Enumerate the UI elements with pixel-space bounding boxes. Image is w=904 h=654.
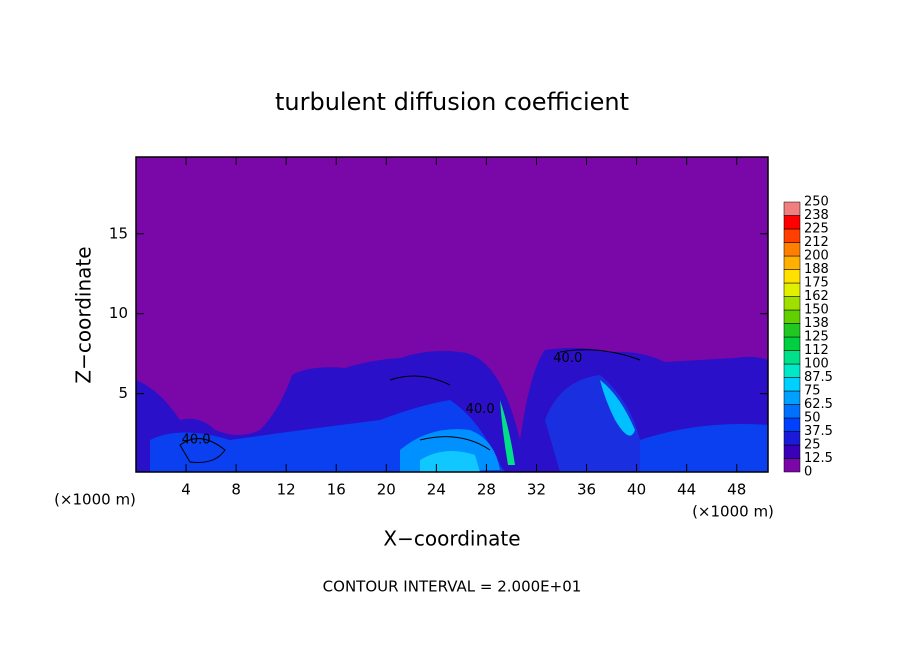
x-tick-label: 32 [527,481,546,499]
colorbar-label: 0 [804,465,812,480]
chart-title: turbulent diffusion coefficient [275,88,629,116]
footnote: CONTOUR INTERVAL = 2.000E+01 [323,578,582,596]
field-region [500,400,515,465]
colorbar-label: 225 [804,222,829,237]
colorbar-label: 125 [804,330,829,345]
colorbar-label: 50 [804,411,821,426]
colorbar-box [783,444,801,459]
x-tick-label: 4 [181,481,191,499]
colorbar-box [783,201,801,216]
colorbar-box [783,269,801,284]
colorbar-box [783,228,801,243]
contour-label: 40.0 [553,351,582,366]
colorbar-box [783,296,801,311]
x-tick-label: 40 [627,481,646,499]
x-tick-label: 12 [277,481,296,499]
colorbar-label: 175 [804,276,829,291]
x-axis-label: X−coordinate [383,527,520,551]
x-unit: (×1000 m) [692,503,774,521]
contour-label: 40.0 [466,402,495,417]
field [136,157,768,472]
field-region [420,451,480,472]
colorbar-label: 100 [804,357,829,372]
y-tick-label: 10 [109,304,128,322]
colorbar-label: 162 [804,289,829,304]
field-region [600,380,635,436]
colorbar-box [783,336,801,351]
x-tick-label: 20 [377,481,396,499]
colorbar-box [783,282,801,297]
x-tick-label: 24 [427,481,446,499]
x-tick-label: 44 [677,481,696,499]
colorbar-box [783,431,801,446]
contour-line [389,349,641,451]
y-tick-label: 15 [109,224,128,242]
plot-frame [135,156,769,473]
colorbar-box [783,458,801,473]
colorbar-box [783,309,801,324]
y-unit: (×1000 m) [54,491,136,509]
colorbar-label: 150 [804,303,829,318]
x-tick-label: 16 [327,481,346,499]
colorbar-label: 112 [804,343,829,358]
colorbar-box [783,363,801,378]
colorbar-box [783,255,801,270]
colorbar-label: 62.5 [804,397,833,412]
field-region [640,424,768,472]
colorbar-label: 250 [804,195,829,210]
contour-label: 40.0 [182,433,211,448]
colorbar-label: 87.5 [804,370,833,385]
y-tick-label: 5 [118,384,128,402]
colorbar-box [783,390,801,405]
colorbar-label: 138 [804,316,829,331]
colorbar-label: 200 [804,249,829,264]
colorbar-label: 238 [804,208,829,223]
colorbar-label: 12.5 [804,451,833,466]
colorbar-box [783,215,801,230]
colorbar-label: 188 [804,262,829,277]
colorbar-label: 25 [804,438,821,453]
x-tick-label: 48 [727,481,746,499]
x-tick-label: 36 [577,481,596,499]
colorbar-box [783,417,801,432]
colorbar-box [783,323,801,338]
x-tick-label: 28 [477,481,496,499]
colorbar-box [783,350,801,365]
colorbar-label: 212 [804,235,829,250]
colorbar-box [783,404,801,419]
colorbar-label: 37.5 [804,424,833,439]
colorbar-box [783,242,801,257]
colorbar-label: 75 [804,384,821,399]
y-axis-label: Z−coordinate [72,246,96,383]
x-tick-label: 8 [231,481,241,499]
colorbar-box [783,377,801,392]
contour-line [179,438,226,463]
